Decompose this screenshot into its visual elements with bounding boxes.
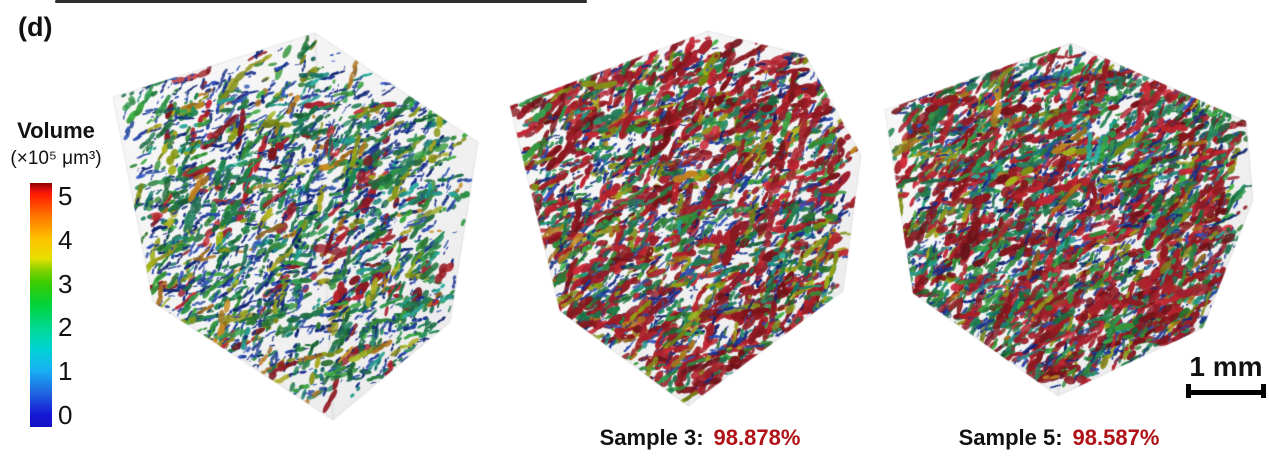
colorbar-tick: 3 <box>58 268 73 299</box>
sample-5-value: 98.587% <box>1072 425 1160 450</box>
colorbar-gradient <box>30 183 52 427</box>
colorbar-tick: 4 <box>58 224 73 255</box>
colorbar-tick: 1 <box>58 356 73 387</box>
volume-render-sample-5 <box>873 28 1265 410</box>
sample-3-caption: Sample 3: 98.878% <box>588 425 812 451</box>
sample-5-name: Sample 5: <box>958 425 1063 450</box>
sample-3-value: 98.878% <box>713 425 801 450</box>
colorbar-tick: 2 <box>58 312 73 343</box>
volume-render-left <box>105 12 490 437</box>
scale-bar-label: 1 mm <box>1189 351 1263 382</box>
sample-3-name: Sample 3: <box>599 425 704 450</box>
colorbar-tick: 5 <box>58 181 73 211</box>
sample-5-caption: Sample 5: 98.587% <box>945 425 1173 451</box>
scale-bar-endcap-right <box>1261 384 1266 398</box>
scale-bar-line <box>1186 390 1266 395</box>
colorbar-title: Volume <box>17 118 95 143</box>
colorbar-unit: (×10⁵ μm³) <box>10 148 102 169</box>
colorbar-ticks: 5 4 3 2 1 0 <box>58 183 92 428</box>
scale-bar <box>1186 384 1266 398</box>
volume-render-sample-3 <box>498 16 878 418</box>
crop-divider-line <box>55 0 587 3</box>
colorbar-tick: 0 <box>58 399 73 430</box>
panel-label: (d) <box>18 12 53 42</box>
